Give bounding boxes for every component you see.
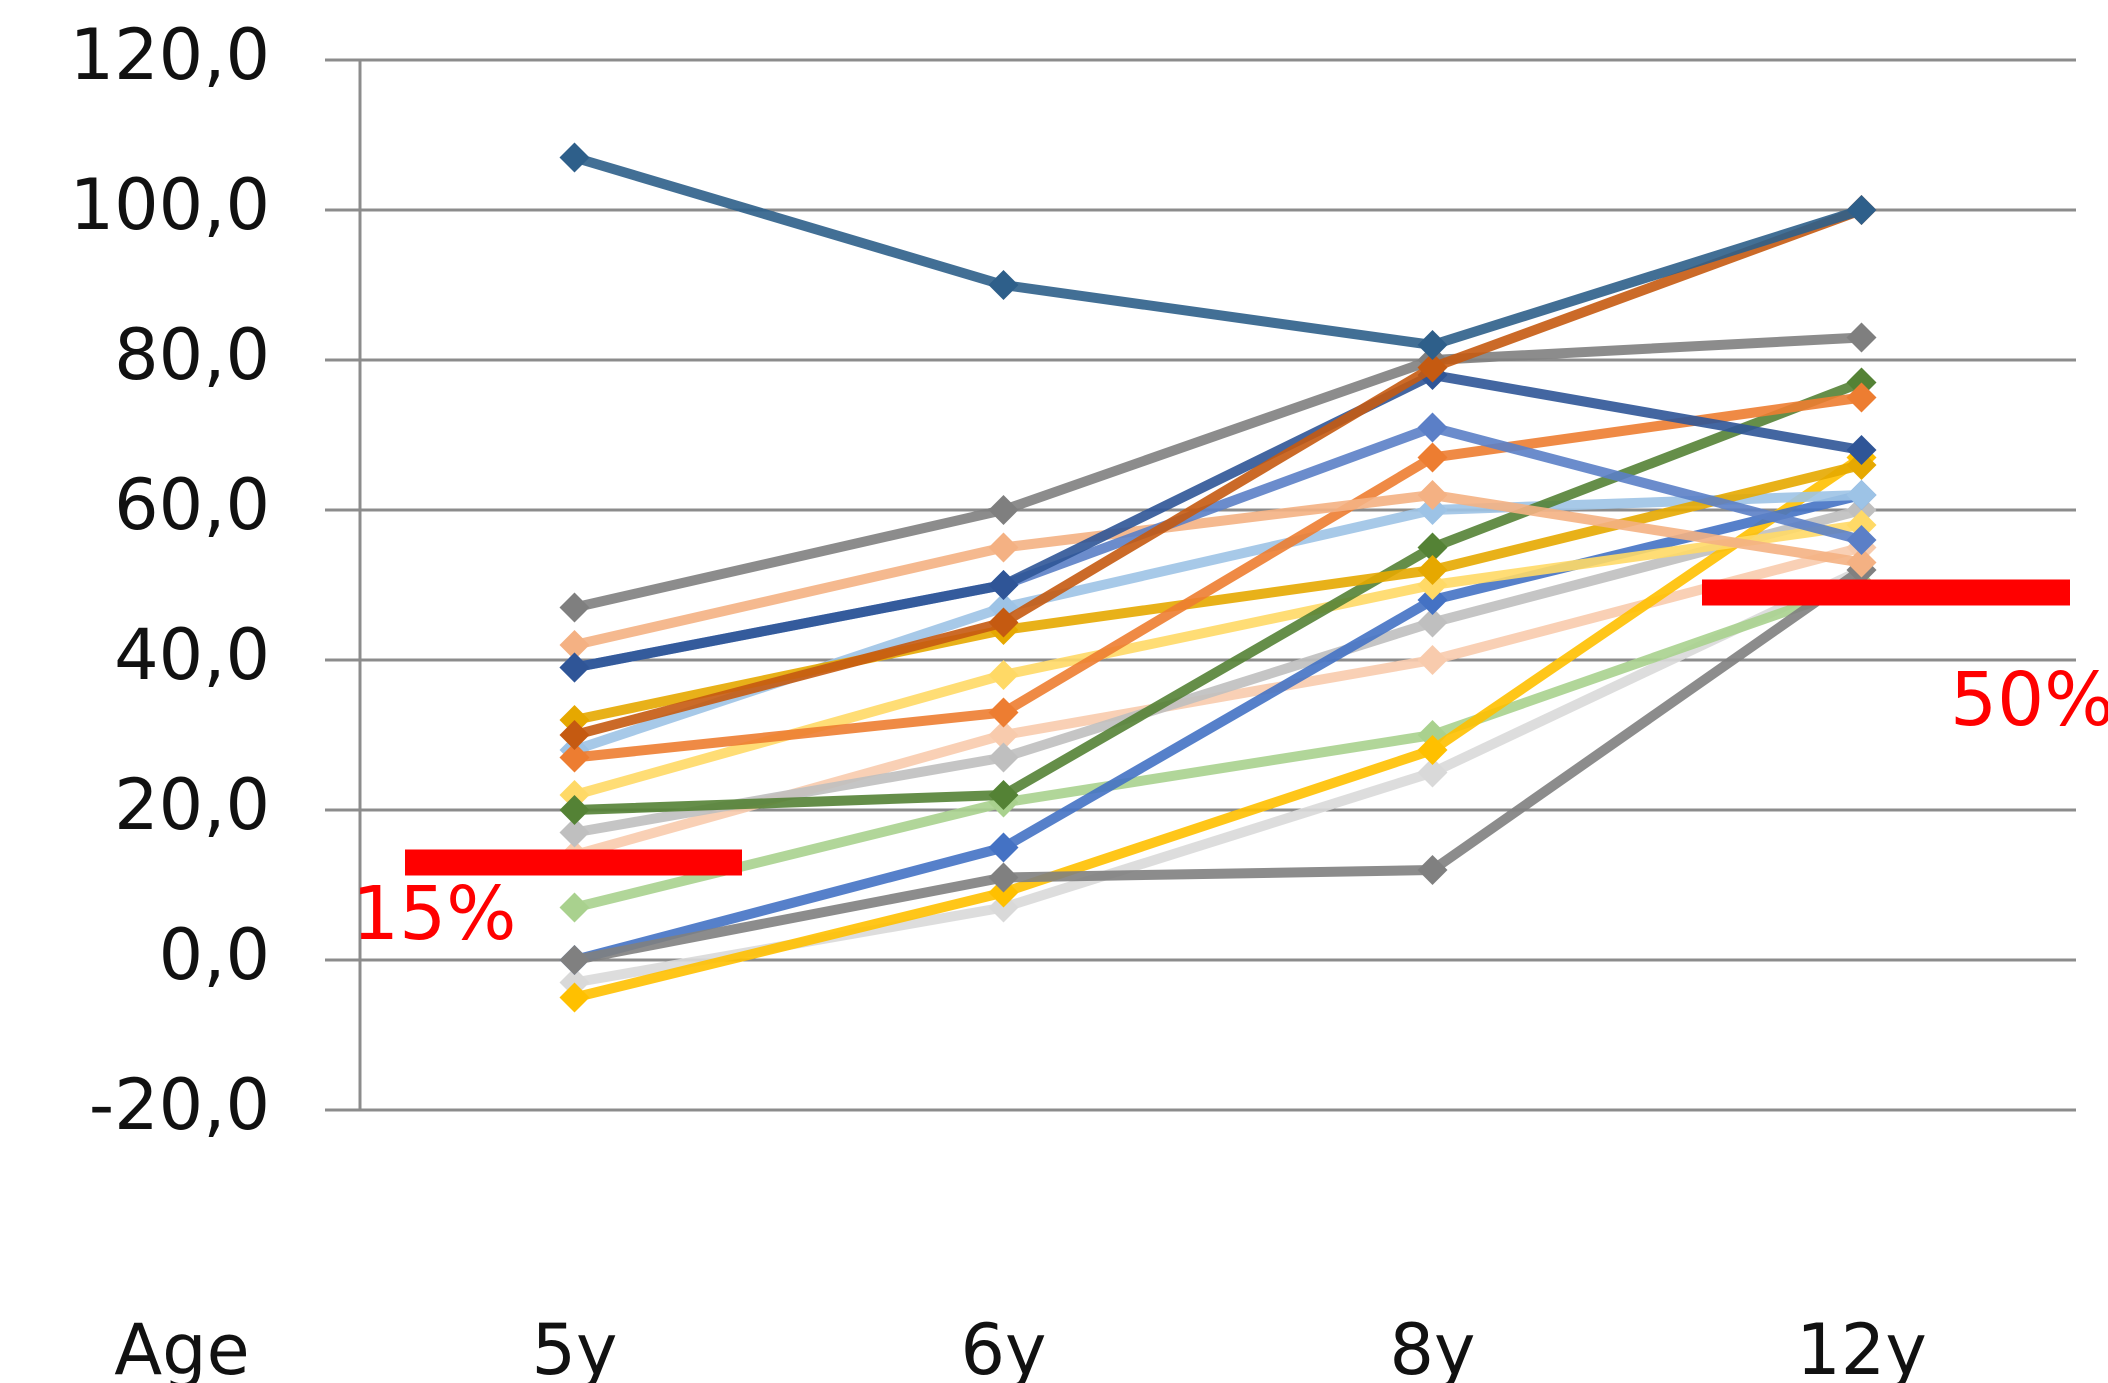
point-marker [1417,855,1448,885]
point-marker [559,142,590,173]
y-tick-label: 120,0 [70,14,270,96]
point-marker [988,832,1019,863]
y-tick-label: 80,0 [114,314,270,396]
series-line [574,377,1864,815]
series-line [573,505,1863,838]
point-marker [559,795,590,825]
series-line [573,580,1864,913]
point-marker [1417,555,1448,585]
annotation: 50% [1950,657,2108,743]
point-marker [988,742,1019,773]
annotation: 15% [352,871,516,957]
series-line [573,490,1863,965]
point-marker [988,532,1019,563]
point-marker [988,495,1019,525]
point-marker [988,270,1019,300]
series-line [573,205,1864,740]
point-marker [1417,480,1448,510]
x-tick-label: 12y [1796,1309,1927,1383]
point-marker [1417,532,1448,563]
point-marker [1417,330,1448,360]
point-marker [1417,352,1448,383]
y-tick-label: 0,0 [159,914,270,996]
point-marker [1846,322,1877,353]
point-marker [1846,435,1877,465]
point-marker [559,945,590,975]
point-marker [559,742,590,773]
point-marker [1846,382,1877,413]
point-marker [988,607,1019,638]
y-tick-label: -20,0 [89,1064,270,1146]
x-tick-label: 5y [532,1309,618,1383]
series-line [573,453,1865,1003]
y-tick-label: 100,0 [70,164,270,246]
point-marker [1846,547,1877,578]
point-marker [559,592,590,623]
series-line [573,370,1863,673]
point-marker [1417,412,1448,443]
x-tick-label: 6y [961,1309,1047,1383]
point-marker [988,780,1019,810]
point-marker [988,697,1019,728]
point-marker [559,817,590,848]
series-line [573,490,1863,650]
point-marker [1417,645,1448,675]
series-line [573,392,1863,763]
point-marker [559,652,590,683]
point-marker [559,892,590,923]
point-marker [1846,480,1877,510]
point-marker [1846,525,1877,555]
point-marker [988,720,1019,750]
point-marker [1417,757,1448,788]
y-tick-label: 40,0 [114,614,270,696]
point-marker [1846,195,1877,225]
point-marker [1417,442,1448,473]
y-tick-label: 20,0 [114,764,270,846]
x-axis-label: Age [114,1309,249,1383]
point-marker [988,570,1019,600]
series-line [573,565,1865,965]
y-tick-label: 60,0 [114,464,270,546]
point-marker [559,982,590,1013]
point-marker [559,630,590,660]
series-line [573,152,1864,350]
point-marker [559,720,590,750]
series-line [573,332,1862,613]
x-tick-label: 8y [1390,1309,1476,1383]
point-marker [1417,735,1448,765]
point-marker [988,862,1019,893]
point-marker [988,660,1019,690]
point-marker [1417,607,1448,638]
